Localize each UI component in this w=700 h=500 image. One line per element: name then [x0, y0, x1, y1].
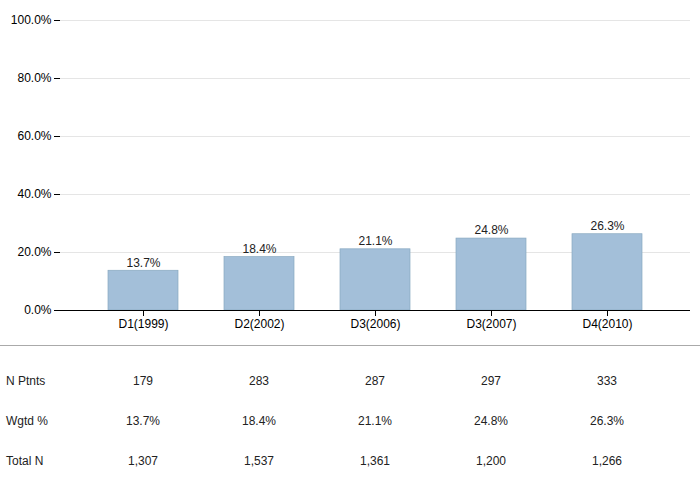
- html-text:13.7%: 13.7%: [126, 414, 160, 428]
- html-text:179: 179: [133, 374, 153, 388]
- html-text:Total N: Total N: [6, 454, 44, 468]
- svg-text:D3(2007): D3(2007): [466, 317, 516, 331]
- svg-text:D2(2002): D2(2002): [234, 317, 284, 331]
- html-text:18.4%: 18.4%: [242, 414, 276, 428]
- svg-text:D4(2010): D4(2010): [582, 317, 632, 331]
- svg-text:24.8%: 24.8%: [474, 223, 508, 237]
- svg-text:0.0%: 0.0%: [24, 303, 52, 317]
- svg-text:13.7%: 13.7%: [126, 256, 160, 270]
- svg-text:D3(2006): D3(2006): [350, 317, 400, 331]
- svg-text:26.3%: 26.3%: [590, 219, 624, 233]
- html-text:297: 297: [481, 374, 501, 388]
- html-text:333: 333: [597, 374, 617, 388]
- html-text:1,200: 1,200: [476, 454, 506, 468]
- html-text:N Ptnts: N Ptnts: [6, 374, 46, 388]
- svg-text:20.0%: 20.0%: [17, 245, 51, 259]
- html-text:283: 283: [249, 374, 269, 388]
- svg-text:40.0%: 40.0%: [17, 187, 51, 201]
- svg-text:60.0%: 60.0%: [17, 129, 51, 143]
- html-text:1,307: 1,307: [128, 454, 158, 468]
- svg-text:80.0%: 80.0%: [17, 71, 51, 85]
- html-text:21.1%: 21.1%: [358, 414, 392, 428]
- html-text:26.3%: 26.3%: [590, 414, 624, 428]
- svg-text:21.1%: 21.1%: [358, 234, 392, 248]
- html-text:287: 287: [365, 374, 385, 388]
- html-text:24.8%: 24.8%: [474, 414, 508, 428]
- svg-text:18.4%: 18.4%: [242, 242, 276, 256]
- html-text:1,537: 1,537: [244, 454, 274, 468]
- svg-text:D1(1999): D1(1999): [118, 317, 168, 331]
- html-text:1,266: 1,266: [592, 454, 622, 468]
- html-text:1,361: 1,361: [360, 454, 390, 468]
- svg-text:100.0%: 100.0%: [11, 13, 52, 27]
- html-text:Wgtd %: Wgtd %: [6, 414, 48, 428]
